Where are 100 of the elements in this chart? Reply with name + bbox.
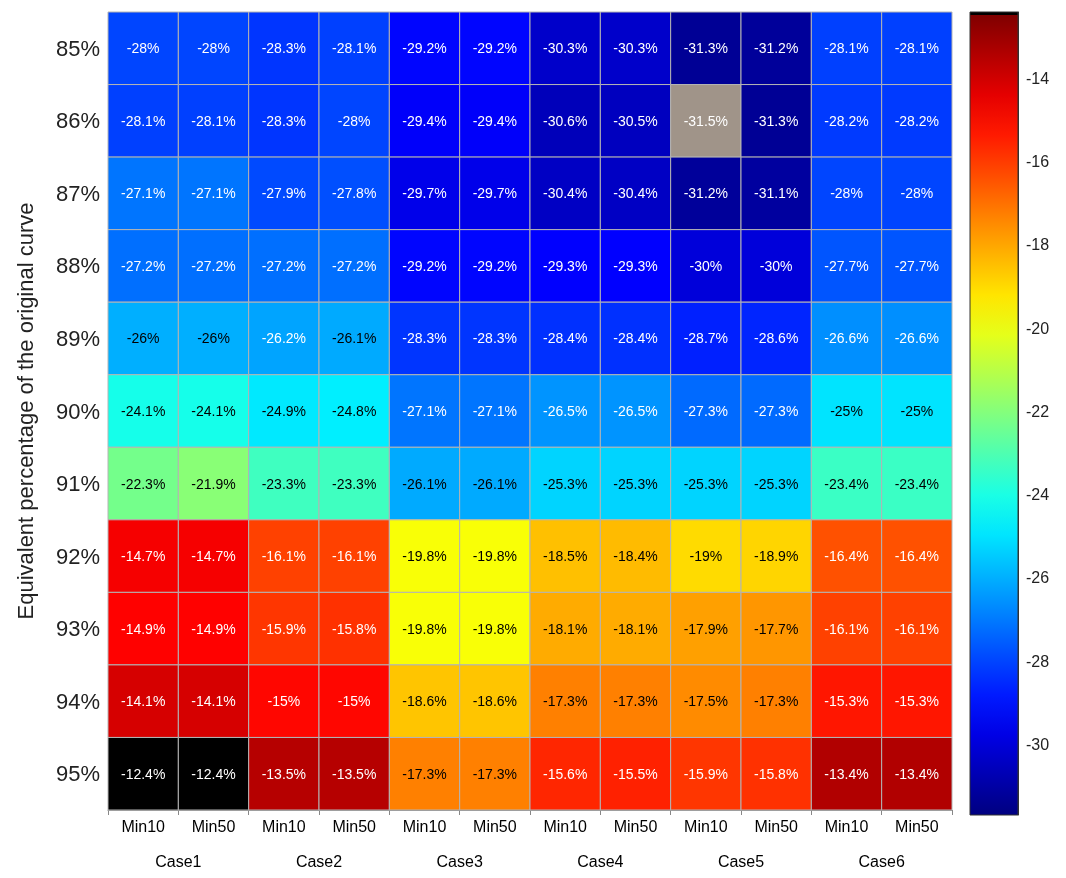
data-label: -12.4% (191, 765, 236, 782)
data-label: -16.4% (894, 548, 940, 565)
x-tick-label: Min50 (332, 817, 377, 835)
color-bar-label: -14 (1026, 70, 1050, 88)
data-label: -27.2% (261, 257, 307, 274)
data-label: -30.4% (613, 185, 658, 202)
data-label: -27.2% (331, 257, 377, 274)
data-label: -31.2% (753, 40, 799, 57)
data-label: -15.3% (894, 693, 940, 710)
x-tick-label: Min10 (824, 817, 869, 835)
text: Case5 (717, 852, 765, 870)
data-label: -30.4% (542, 185, 588, 202)
data-label: -28.2% (824, 112, 869, 129)
data-label: -28.4% (613, 330, 658, 347)
data-label: -14.1% (120, 693, 166, 710)
data-label: -28.7% (683, 330, 729, 347)
data-label: -15.8% (753, 765, 799, 782)
data-label: -17.9% (683, 620, 729, 637)
data-label: -27.7% (894, 257, 940, 274)
data-label: -18.9% (753, 548, 799, 565)
x-tick-label: Min10 (402, 817, 447, 835)
x-tick-label: Min10 (262, 817, 306, 835)
data-label: -30.5% (613, 112, 658, 129)
text: Case4 (577, 852, 624, 870)
data-label: -29.4% (402, 112, 447, 129)
data-label: -27.1% (472, 403, 518, 419)
x-tick-label: Min10 (543, 817, 588, 835)
data-label: -28% (197, 40, 230, 57)
data-label: -28.3% (261, 112, 307, 129)
data-label: -26.6% (824, 330, 869, 347)
color-bar-label: -20 (1026, 319, 1050, 337)
color-bar-label: -22 (1026, 402, 1050, 420)
data-label: -19.8% (402, 620, 447, 637)
data-label: -26.1% (472, 475, 518, 492)
data-label: -25.3% (542, 475, 588, 492)
data-label: -15.6% (542, 765, 588, 782)
text: Case3 (436, 852, 483, 870)
data-label: -16.1% (261, 548, 307, 565)
text: -31.5% (683, 112, 729, 129)
data-label: -28% (337, 112, 371, 129)
data-label: -30% (689, 257, 723, 274)
y-tick-label: 86% (55, 108, 100, 134)
data-label: -27.9% (261, 185, 307, 202)
data-label: -29.2% (402, 40, 447, 57)
y-tick-label: 91% (55, 471, 100, 497)
data-label: -27.1% (402, 403, 447, 419)
data-label: -28% (900, 185, 934, 202)
data-label: -25% (830, 403, 863, 419)
data-label: -19.8% (472, 548, 518, 565)
color-bar-label: -24 (1026, 486, 1050, 504)
data-label: -31.3% (683, 40, 729, 57)
data-label: -18.4% (613, 548, 658, 565)
data-label: -28.1% (824, 40, 869, 57)
data-label: -29.7% (472, 185, 518, 202)
color-bar-label: -26 (1026, 569, 1050, 587)
data-label: -19.8% (472, 620, 518, 637)
y-tick-label: 85% (55, 35, 100, 61)
data-label: -15.9% (683, 765, 729, 782)
data-label: -26.1% (402, 475, 447, 492)
data-label: -15% (337, 693, 371, 710)
color-bar-label: -16 (1026, 153, 1050, 171)
data-label: -28.6% (753, 330, 799, 347)
data-label: -24.9% (261, 403, 307, 419)
data-label: -27.2% (120, 257, 166, 274)
data-label: -27.7% (824, 257, 869, 274)
data-label: -23.4% (824, 475, 869, 492)
data-label: -27.1% (191, 185, 236, 202)
data-label: -23.3% (261, 475, 307, 492)
data-label: -16.4% (824, 548, 869, 565)
data-label: -28.2% (894, 112, 940, 129)
data-label: -30% (759, 257, 793, 274)
data-label: -15% (267, 693, 301, 710)
x-tick-label: Min10 (121, 817, 166, 835)
y-tick-label: 95% (55, 761, 100, 787)
data-label: -26% (126, 330, 160, 347)
data-label: -15.9% (261, 620, 307, 637)
data-label: -14.7% (191, 548, 236, 565)
data-label: -13.5% (261, 765, 307, 782)
data-label: -22.3% (120, 475, 166, 492)
data-label: -25% (900, 403, 934, 419)
data-label: -28.1% (191, 112, 236, 129)
data-label: -18.1% (542, 620, 588, 637)
data-label: -23.3% (331, 475, 377, 492)
data-label: -15.8% (331, 620, 377, 637)
text: Case2 (295, 852, 343, 870)
data-label: -25.3% (683, 475, 729, 492)
data-label: -25.3% (753, 475, 799, 492)
data-label: -27.3% (683, 403, 729, 419)
data-label: -28.1% (120, 112, 166, 129)
data-label: -17.3% (402, 765, 447, 782)
x-tick-label: Min50 (473, 817, 517, 835)
color-bar-label: -28 (1026, 652, 1050, 670)
data-label: -18.5% (542, 548, 588, 565)
data-label: -31.1% (753, 185, 799, 202)
data-label: -28.3% (472, 330, 518, 347)
y-tick-label: 94% (55, 688, 100, 714)
data-label: -29.2% (472, 257, 518, 274)
y-axis-title: Equivalent percentage of the original curve (12, 202, 38, 620)
data-label: -25.3% (613, 475, 658, 492)
data-label: -27.1% (120, 185, 166, 202)
